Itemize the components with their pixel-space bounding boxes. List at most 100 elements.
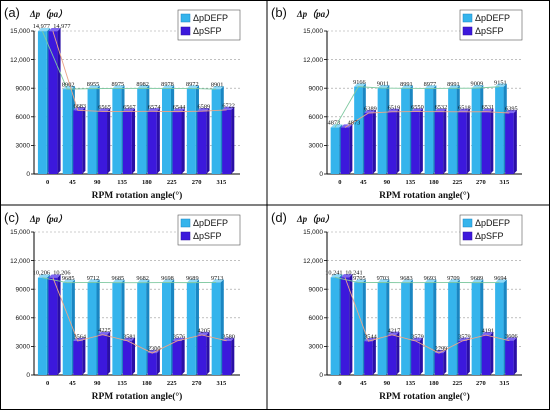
bar-pDEFP <box>401 85 413 174</box>
bar-pDEFP <box>495 83 507 174</box>
y-tick-label: 9000 <box>16 286 31 293</box>
y-tick-label: 15,000 <box>303 28 323 35</box>
bar-pDEFP <box>424 85 437 174</box>
bar-pDEFP <box>471 84 484 174</box>
chart-panel-3: (d) Δp（pa） 0 3000 6000 9000 12,000 15,000 0 45 90 1… <box>271 210 523 402</box>
x-tick-label: 45 <box>360 380 367 387</box>
bar-pDEFP-face <box>37 31 47 174</box>
bar-pDEFP <box>112 279 125 375</box>
legend-swatch-pDEFP <box>180 218 191 228</box>
data-label-pSFP: 3576 <box>173 333 186 340</box>
chart-panel-2: (c) Δp（pa） 0 3000 6000 9000 12,000 15,000 0 45 90 1… <box>4 210 241 402</box>
y-axis-title: Δp（pa） <box>29 9 67 19</box>
bar-pSFP-top <box>98 108 111 112</box>
data-label-pDEFP: 9689 <box>471 275 484 282</box>
legend-label-pSFP: ΔpSFP <box>193 231 222 241</box>
bar-pSFP <box>340 124 353 174</box>
data-label-pSFP: 10,241 <box>345 269 362 276</box>
y-tick-label: 3000 <box>309 143 324 150</box>
data-label-pDEFP: 8902 <box>62 82 75 89</box>
x-tick-label: 45 <box>69 179 76 186</box>
y-tick-label: 0 <box>319 372 323 379</box>
x-tick-label: 90 <box>384 179 391 186</box>
bar-pDEFP-face <box>87 282 97 375</box>
y-tick-label: 9000 <box>309 286 324 293</box>
bar-pDEFP-face <box>112 282 122 375</box>
bar-pSFP-side <box>231 337 235 375</box>
bar-pSFP-side <box>513 109 517 174</box>
bar-pDEFP-top <box>37 274 51 278</box>
panel-letter: (c) <box>4 210 19 225</box>
bar-pSFP-top <box>48 274 61 278</box>
bar-pDEFP-top <box>112 85 125 89</box>
y-tick-label: 12,000 <box>10 57 30 64</box>
chart-panel-0: (a) Δp（pa） 0 3000 6000 9000 12,000 15,000 0 45 90 1… <box>4 5 241 201</box>
legend-swatch-pSFP <box>462 26 473 36</box>
y-tick-label: 3000 <box>309 344 324 351</box>
legend-label-pSFP: ΔpSFP <box>193 26 222 36</box>
bar-pDEFP-face <box>377 88 387 174</box>
bar-pDEFP-top <box>186 85 199 89</box>
legend-label-pDEFP: ΔpDEFP <box>193 13 228 23</box>
bar-pSFP-face <box>387 111 397 174</box>
bar-pDEFP-top <box>401 85 413 89</box>
data-label-pSFP: 3580 <box>222 333 235 340</box>
bar-pDEFP-face <box>330 277 340 375</box>
bar-pDEFP-top <box>448 279 460 283</box>
data-label-pDEFP: 9712 <box>87 275 100 282</box>
bar-pSFP-face <box>172 340 182 375</box>
bar-pSFP <box>458 108 470 174</box>
x-tick-label: 45 <box>360 179 367 186</box>
bar-pSFP-side <box>57 28 61 174</box>
legend: ΔpDEFP ΔpSFP <box>459 214 523 246</box>
bar-pSFP <box>98 108 111 174</box>
x-tick-label: 270 <box>476 380 486 387</box>
data-label-pDEFP: 9713 <box>211 275 224 282</box>
data-label-pSFP: 6544 <box>173 104 186 111</box>
bar-pSFP-side <box>396 108 400 174</box>
x-tick-label: 225 <box>453 380 464 387</box>
x-axis-title: RPM rotation angle(°) <box>92 190 183 201</box>
bar-pSFP-side <box>513 337 517 375</box>
bar-pSFP-side <box>131 337 136 375</box>
bar-pSFP-top <box>222 106 235 110</box>
bar-pDEFP-top <box>354 83 366 87</box>
bar-pSFP-face <box>387 334 397 375</box>
bar-pDEFP <box>62 85 75 174</box>
data-label-pSFP: 6518 <box>458 104 471 111</box>
x-tick-label: 225 <box>453 179 464 186</box>
bar-pSFP-face <box>147 111 157 174</box>
y-tick-label: 6000 <box>16 315 31 322</box>
y-tick-label: 6000 <box>309 114 324 121</box>
bar-pDEFP-face <box>424 88 434 174</box>
legend-label-pDEFP: ΔpDEFP <box>475 218 510 228</box>
bar-pSFP-side <box>466 108 470 174</box>
bar-pSFP-face <box>434 111 444 174</box>
y-tick-label: 15,000 <box>303 229 323 236</box>
bar-pSFP-face <box>411 111 420 174</box>
bar-pDEFP-face <box>330 127 340 174</box>
data-label-pDEFP: 8955 <box>87 81 100 88</box>
bar-pSFP-face <box>98 111 108 174</box>
bar-pSFP-top <box>172 108 185 112</box>
data-label-pSFP: 4217 <box>388 327 401 334</box>
bar-pSFP-top <box>122 108 136 112</box>
y-axis-title: Δp（pa） <box>296 214 334 224</box>
bar-pDEFP-face <box>186 282 196 375</box>
y-tick-label: 0 <box>26 372 30 379</box>
bar-pSFP <box>434 108 447 174</box>
x-axis-title: RPM rotation angle(°) <box>92 391 183 402</box>
bar-pDEFP <box>37 274 51 375</box>
x-tick-label: 225 <box>167 380 178 387</box>
trend-line-pSFP <box>344 111 510 128</box>
bar-pSFP <box>48 274 61 375</box>
bar-pSFP <box>434 349 447 375</box>
data-label-pDEFP: 8977 <box>424 81 437 88</box>
bar-pDEFP <box>186 85 199 174</box>
bar-pSFP-face <box>197 334 207 375</box>
data-label-pSFP: 2299 <box>435 346 448 353</box>
bar-pSFP-top <box>197 331 210 335</box>
data-label-pSFP: 3544 <box>364 334 377 341</box>
bar-pDEFP-top <box>354 279 366 283</box>
y-tick-label: 0 <box>319 171 323 178</box>
